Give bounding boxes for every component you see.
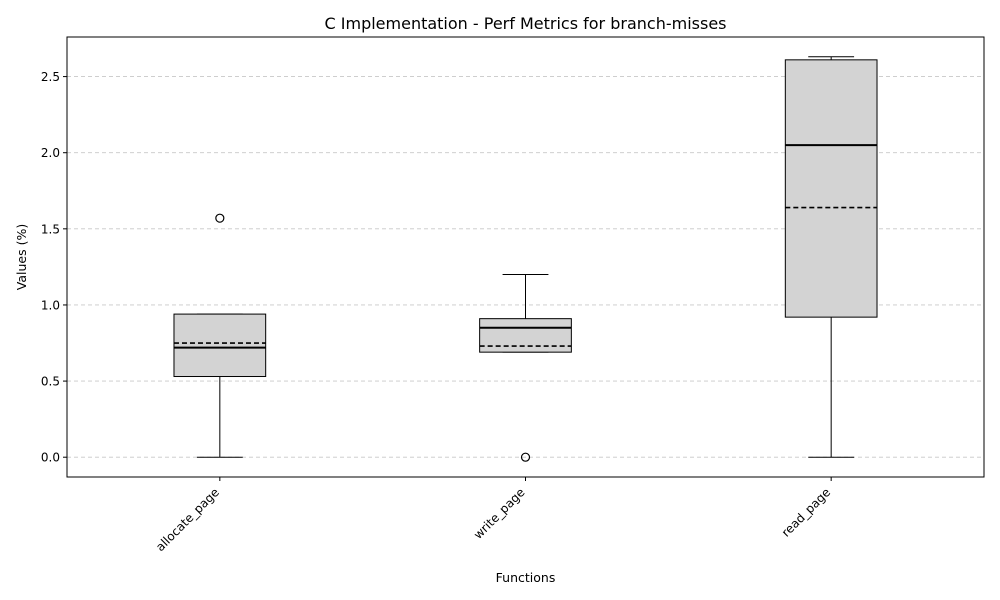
box-write_page (479, 274, 572, 462)
y-tick-label: 2.0 (41, 146, 60, 160)
y-tick-label: 2.5 (41, 70, 60, 84)
y-tick-label: 1.5 (41, 222, 60, 236)
iqr-box (784, 59, 878, 318)
x-axis-label: Functions (496, 570, 556, 585)
outlier-point (520, 452, 531, 462)
x-axis: allocate_page write_page read_page (153, 477, 833, 554)
boxes (173, 56, 878, 462)
box-read_page (784, 56, 878, 458)
iqr-box (173, 313, 267, 378)
y-tick-label: 1.0 (41, 298, 60, 312)
x-tick-label: write_page (471, 485, 528, 542)
chart-title: C Implementation - Perf Metrics for bran… (325, 14, 727, 33)
y-tick-label: 0.0 (41, 451, 60, 465)
x-tick-label: allocate_page (153, 485, 222, 554)
y-axis: 0.0 0.5 1.0 1.5 2.0 2.5 (41, 70, 67, 465)
x-tick-label: read_page (779, 485, 833, 539)
outlier-point (215, 213, 225, 223)
iqr-box (479, 318, 572, 353)
box-allocate_page (173, 213, 267, 458)
y-tick-label: 0.5 (41, 375, 60, 389)
y-axis-label: Values (%) (14, 224, 29, 290)
